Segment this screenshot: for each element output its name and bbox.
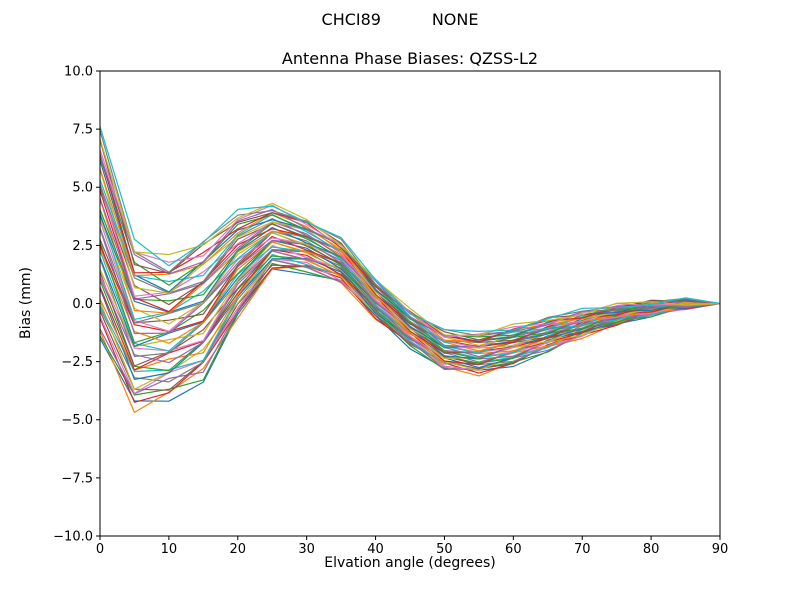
y-tick-label: −2.5 [61,355,93,370]
y-tick-label: −7.5 [61,471,93,486]
y-tick-label: −5.0 [61,413,93,428]
x-tick-label: 80 [643,542,660,557]
x-tick-label: 20 [230,542,247,557]
y-tick-label: 7.5 [72,123,93,138]
x-axis-label: Elvation angle (degrees) [324,555,496,571]
x-tick-label: 90 [712,542,729,557]
y-tick-label: 10.0 [64,64,93,79]
x-tick-label: 10 [161,542,178,557]
x-tick-label: 70 [574,542,591,557]
bias-line [100,214,720,349]
x-tick-label: 60 [505,542,522,557]
y-tick-label: 0.0 [72,297,93,312]
series-group [100,126,720,413]
bias-line [100,154,720,338]
bias-line [100,138,720,337]
axes-title: Antenna Phase Biases: QZSS-L2 [281,49,539,68]
y-tick-label: 2.5 [72,239,93,254]
bias-line [100,184,720,343]
y-tick-label: 5.0 [72,181,93,196]
bias-line [100,126,720,332]
x-tick-label: 40 [367,542,384,557]
y-tick-label: −10.0 [53,529,93,544]
x-tick-label: 50 [436,542,453,557]
x-tick-label: 30 [298,542,315,557]
figure-suptitle: CHCI89 NONE [321,10,479,29]
x-tick-label: 0 [96,542,104,557]
